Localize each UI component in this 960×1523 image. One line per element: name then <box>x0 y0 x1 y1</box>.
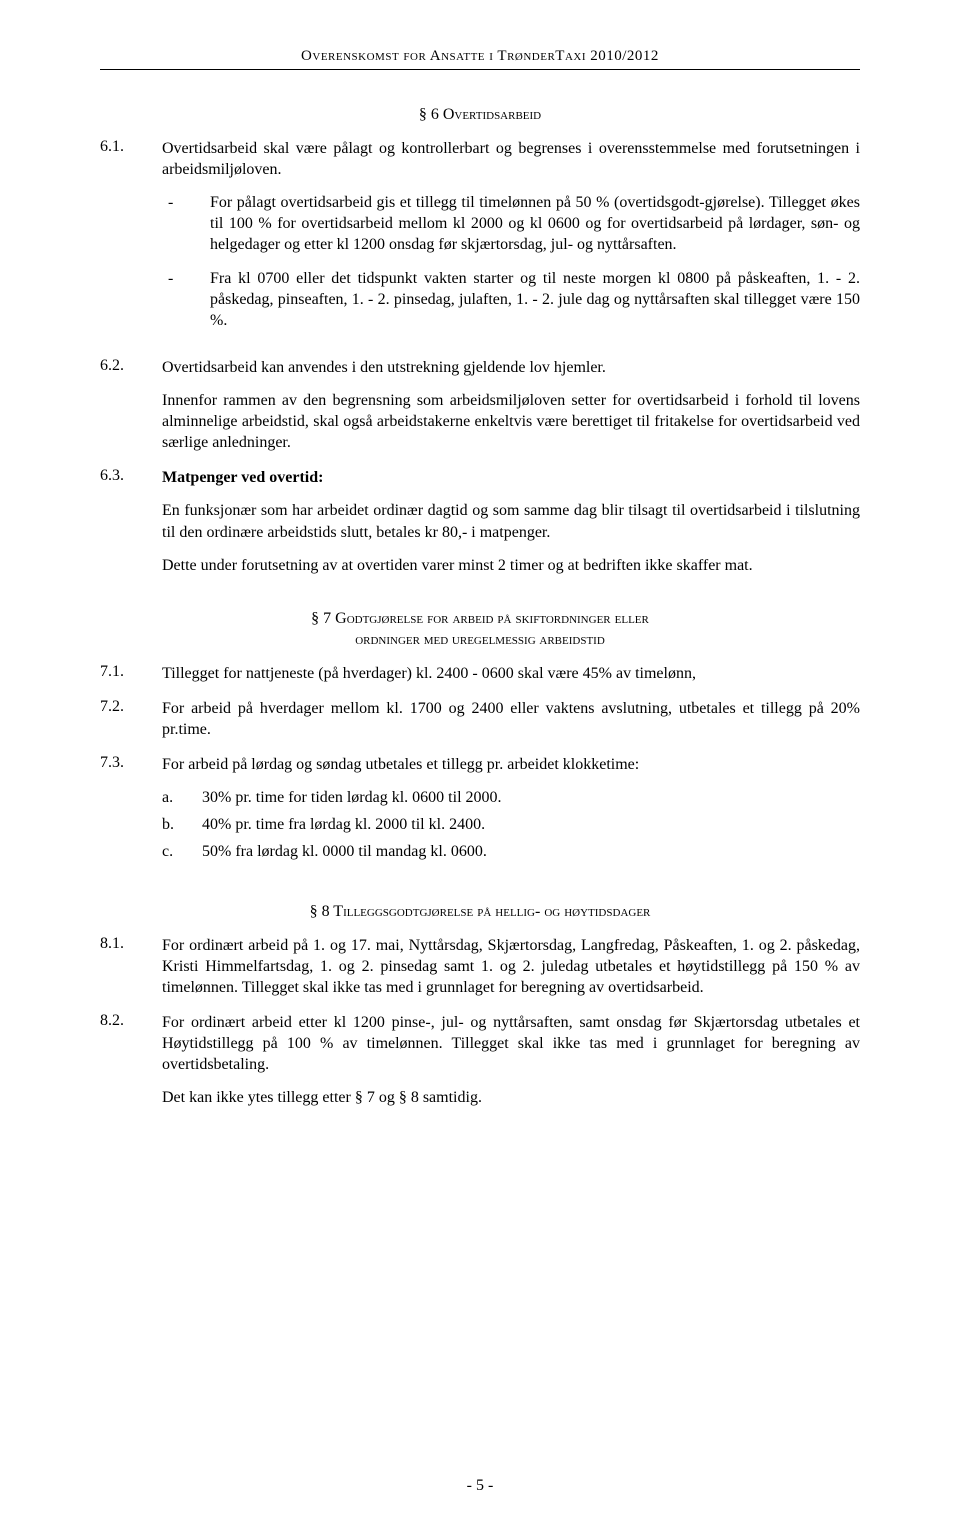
clause-num: 7.3. <box>100 754 162 868</box>
paragraph: For ordinært arbeid på 1. og 17. mai, Ny… <box>162 935 860 998</box>
subheading: Matpenger ved overtid: <box>162 467 860 488</box>
clause-num: 6.3. <box>100 467 162 575</box>
header-rule <box>100 69 860 70</box>
clause-num: 8.1. <box>100 935 162 998</box>
clause-num: 6.2. <box>100 357 162 453</box>
sub-letter: a. <box>162 787 202 808</box>
paragraph: For ordinært arbeid etter kl 1200 pinse-… <box>162 1012 860 1075</box>
clause-body: Overtidsarbeid kan anvendes i den utstre… <box>162 357 860 453</box>
paragraph: Dette under forutsetning av at overtiden… <box>162 555 860 576</box>
section-7-title-line1: § 7 Godtgjørelse for arbeid på skiftordn… <box>100 610 860 628</box>
clause-num: 7.2. <box>100 698 162 740</box>
page-number: - 5 - <box>0 1477 960 1495</box>
clause-6-3: 6.3. Matpenger ved overtid: En funksjonæ… <box>100 467 860 575</box>
clause-body: Matpenger ved overtid: En funksjonær som… <box>162 467 860 575</box>
document-page: Overenskomst for Ansatte i TrønderTaxi 2… <box>0 0 960 1523</box>
sub-letter: c. <box>162 841 202 862</box>
paragraph: Tillegget for nattjeneste (på hverdager)… <box>162 663 860 684</box>
clause-7-3: 7.3. For arbeid på lørdag og søndag utbe… <box>100 754 860 868</box>
section-8-title: § 8 Tilleggsgodtgjørelse på hellig- og h… <box>100 903 860 921</box>
clause-body: For arbeid på hverdager mellom kl. 1700 … <box>162 698 860 740</box>
bullet-dash: - <box>162 268 210 331</box>
sub-item-c: c. 50% fra lørdag kl. 0000 til mandag kl… <box>162 841 860 862</box>
paragraph: Det kan ikke ytes tillegg etter § 7 og §… <box>162 1087 860 1108</box>
paragraph: En funksjonær som har arbeidet ordinær d… <box>162 500 860 542</box>
clause-body: Tillegget for nattjeneste (på hverdager)… <box>162 663 860 684</box>
clause-8-2: 8.2. For ordinært arbeid etter kl 1200 p… <box>100 1012 860 1108</box>
bullet-text: For pålagt overtidsarbeid gis et tillegg… <box>210 192 860 255</box>
bullet-text: Fra kl 0700 eller det tidspunkt vakten s… <box>210 268 860 331</box>
clause-8-1: 8.1. For ordinært arbeid på 1. og 17. ma… <box>100 935 860 998</box>
clause-num: 7.1. <box>100 663 162 684</box>
paragraph: For arbeid på hverdager mellom kl. 1700 … <box>162 698 860 740</box>
bullet-dash: - <box>162 192 210 255</box>
paragraph: Innenfor rammen av den begrensning som a… <box>162 390 860 453</box>
clause-num: 8.2. <box>100 1012 162 1108</box>
bullet-item: - For pålagt overtidsarbeid gis et tille… <box>162 192 860 255</box>
clause-num: 6.1. <box>100 138 162 343</box>
clause-6-1: 6.1. Overtidsarbeid skal være pålagt og … <box>100 138 860 343</box>
clause-7-2: 7.2. For arbeid på hverdager mellom kl. … <box>100 698 860 740</box>
paragraph: Overtidsarbeid kan anvendes i den utstre… <box>162 357 860 378</box>
sub-text: 50% fra lørdag kl. 0000 til mandag kl. 0… <box>202 841 860 862</box>
clause-body: Overtidsarbeid skal være pålagt og kontr… <box>162 138 860 343</box>
section-7-title-line2: ordninger med uregelmessig arbeidstid <box>100 632 860 649</box>
section-6-title: § 6 Overtidsarbeid <box>100 106 860 124</box>
sub-item-a: a. 30% pr. time for tiden lørdag kl. 060… <box>162 787 860 808</box>
sub-text: 40% pr. time fra lørdag kl. 2000 til kl.… <box>202 814 860 835</box>
clause-7-1: 7.1. Tillegget for nattjeneste (på hverd… <box>100 663 860 684</box>
page-header: Overenskomst for Ansatte i TrønderTaxi 2… <box>100 48 860 65</box>
clause-6-2: 6.2. Overtidsarbeid kan anvendes i den u… <box>100 357 860 453</box>
sub-letter: b. <box>162 814 202 835</box>
bullet-item: - Fra kl 0700 eller det tidspunkt vakten… <box>162 268 860 331</box>
clause-body: For ordinært arbeid etter kl 1200 pinse-… <box>162 1012 860 1108</box>
paragraph: Overtidsarbeid skal være pålagt og kontr… <box>162 138 860 180</box>
paragraph: For arbeid på lørdag og søndag utbetales… <box>162 754 860 775</box>
sub-item-b: b. 40% pr. time fra lørdag kl. 2000 til … <box>162 814 860 835</box>
clause-body: For ordinært arbeid på 1. og 17. mai, Ny… <box>162 935 860 998</box>
clause-body: For arbeid på lørdag og søndag utbetales… <box>162 754 860 868</box>
sub-text: 30% pr. time for tiden lørdag kl. 0600 t… <box>202 787 860 808</box>
